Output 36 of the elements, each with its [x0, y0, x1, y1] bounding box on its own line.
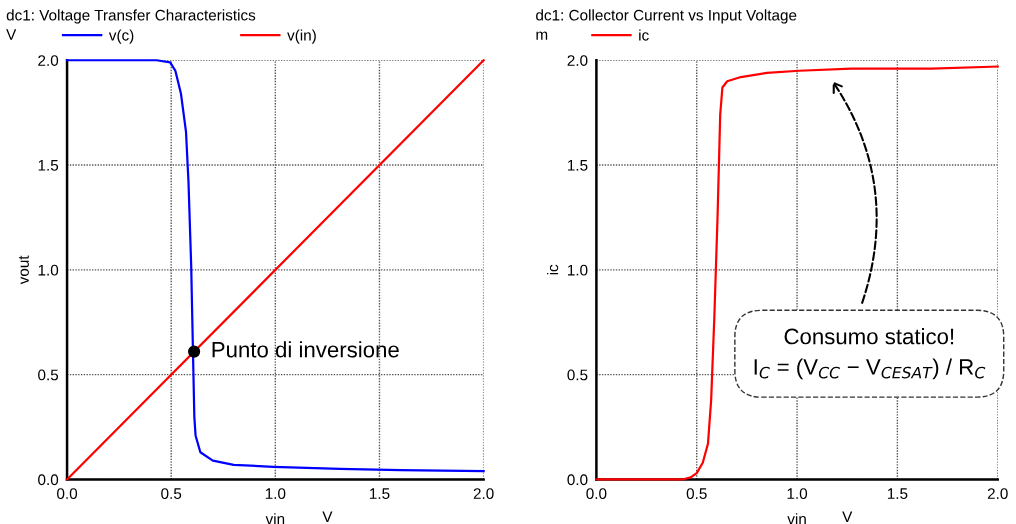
- y-tick-label: 1.5: [38, 160, 59, 171]
- x-tick-label: 0.0: [586, 488, 607, 500]
- y-tick-label: 0.0: [38, 474, 59, 486]
- x-axis-title: vin: [265, 513, 285, 524]
- x-tick-label: 0.0: [57, 488, 78, 500]
- y-tick-label: 0.5: [567, 369, 588, 381]
- annotation: Consumo statico!: [784, 328, 954, 345]
- text: V: [842, 511, 853, 522]
- x-tick-label: 2.0: [473, 488, 494, 500]
- x-tick-label: 1.5: [887, 488, 908, 500]
- legend-label: ic: [639, 29, 649, 41]
- y-tick-label: 1.0: [567, 264, 588, 276]
- y-tick-label: 0.5: [38, 369, 59, 381]
- annotation: I$_{C}$ = (V$_{CC}$ − V$_{CESAT}$) / R$_{C}$: [754, 358, 986, 380]
- y-tick-label: 1.5: [567, 160, 588, 171]
- x-tick-label: 1.5: [370, 488, 390, 500]
- x-tick-label: 0.5: [161, 488, 182, 500]
- y-tick-label: 2.0: [567, 55, 588, 66]
- y-tick-label: 0.0: [567, 474, 588, 486]
- y-tick-label: 2.0: [38, 55, 59, 66]
- text: m: [536, 31, 548, 40]
- x-tick-label: 1.0: [265, 488, 286, 500]
- x-tick-label: 1.0: [787, 488, 808, 500]
- x-tick-label: 2.0: [987, 488, 1008, 500]
- x-axis-title: vin: [787, 513, 806, 524]
- y-axis-title: vout: [18, 255, 29, 285]
- annotation: Punto di inversione: [212, 341, 399, 358]
- text: V: [322, 511, 333, 522]
- chart-title: dc1: Collector Current vs Input Voltage: [536, 9, 797, 24]
- chart-title: dc1: Voltage Transfer Characteristics: [6, 9, 256, 24]
- text: V: [6, 29, 17, 40]
- legend-label: v(in): [287, 29, 316, 44]
- y-axis-title: ic: [547, 264, 559, 275]
- legend-label: v(c): [108, 29, 134, 44]
- x-tick-label: 0.5: [686, 488, 707, 500]
- y-tick-label: 1.0: [38, 264, 59, 276]
